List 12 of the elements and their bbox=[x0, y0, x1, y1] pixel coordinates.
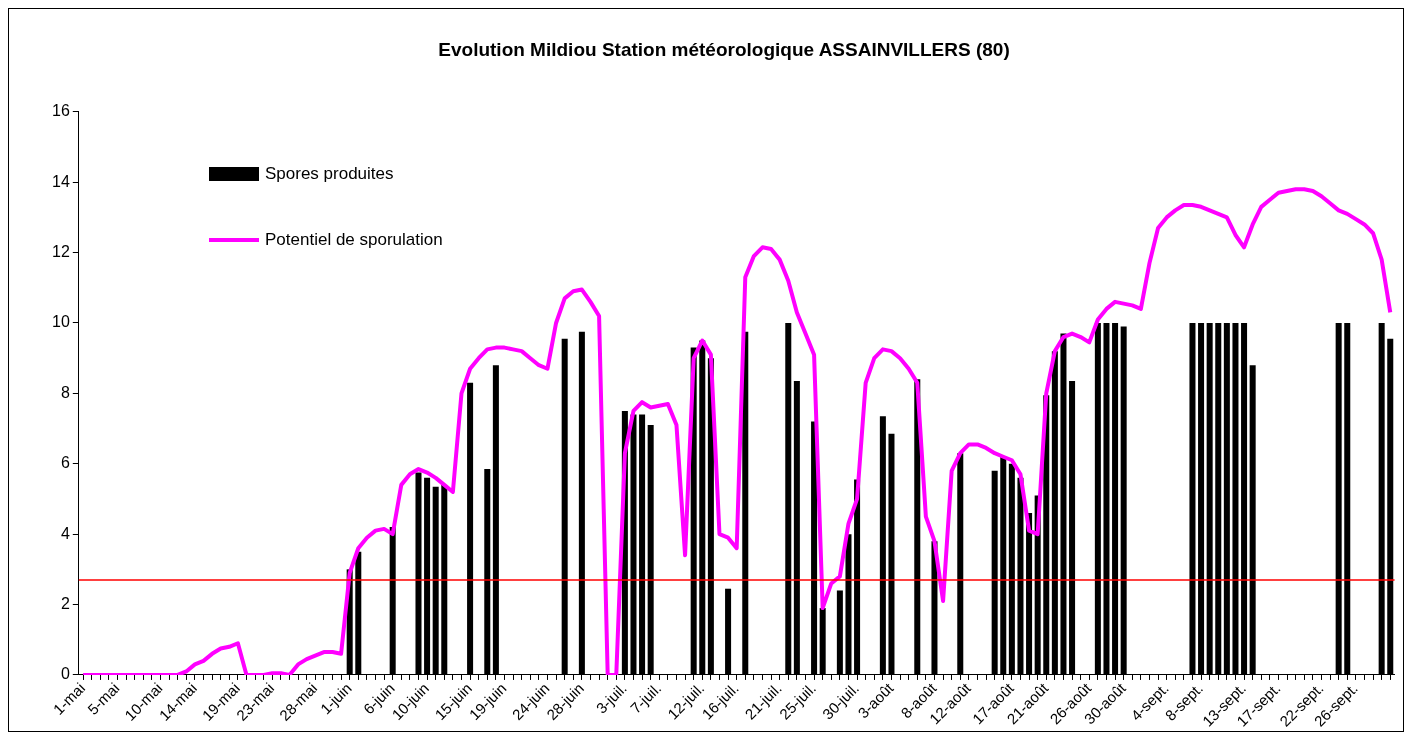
y-tick-label: 0 bbox=[60, 665, 70, 683]
y-tick-label: 8 bbox=[60, 383, 70, 401]
y-tick-label: 10 bbox=[52, 313, 70, 331]
y-tick-label: 16 bbox=[52, 102, 70, 120]
y-tick-label: 12 bbox=[52, 242, 70, 260]
y-tick-label: 2 bbox=[60, 594, 70, 612]
y-tick-label: 6 bbox=[60, 454, 70, 472]
y-tick-label: 14 bbox=[52, 172, 70, 190]
legend-label: Potentiel de sporulation bbox=[265, 230, 443, 250]
y-tick-label: 4 bbox=[60, 524, 70, 542]
chart-title: Evolution Mildiou Station météorologique ASSAINVILLERS (80) bbox=[438, 38, 1010, 60]
legend-label: Spores produites bbox=[265, 164, 394, 184]
